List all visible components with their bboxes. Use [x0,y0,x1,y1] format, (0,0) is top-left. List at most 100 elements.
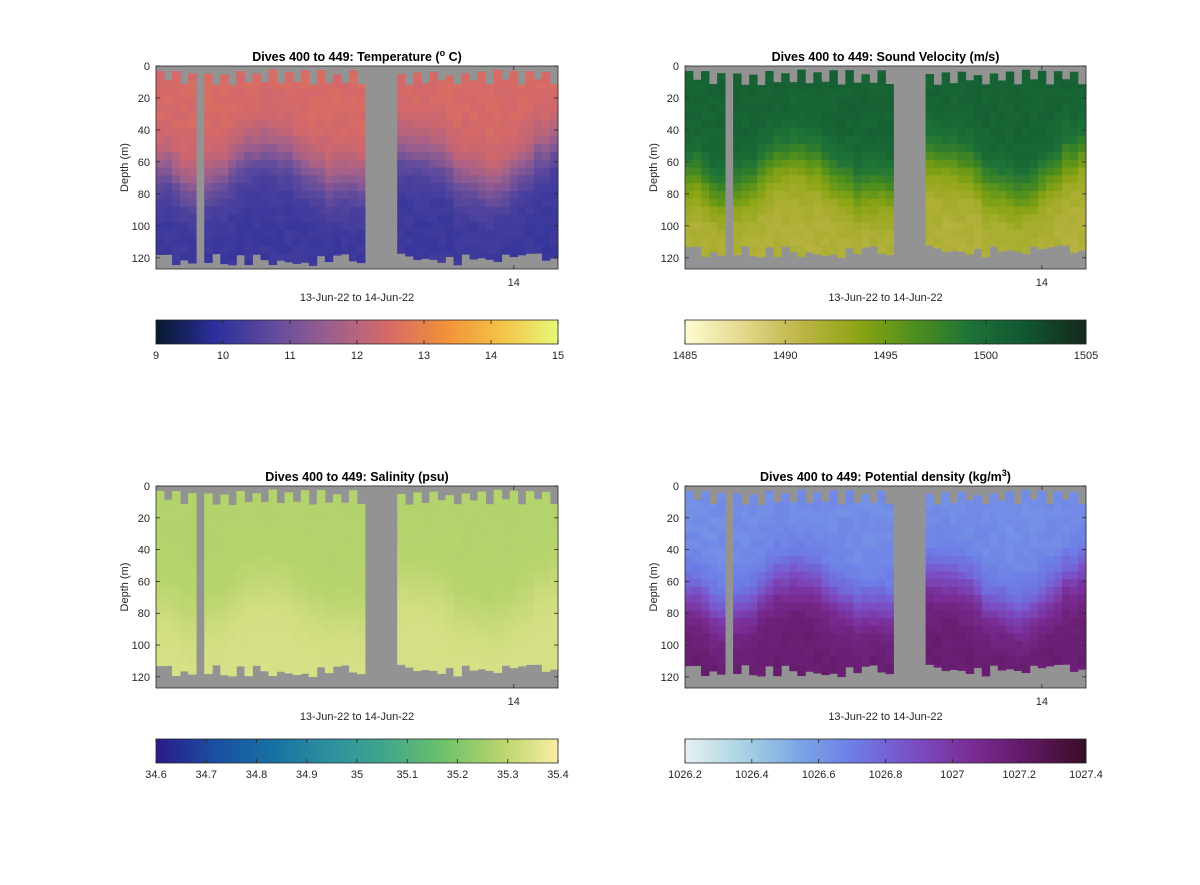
heat-cell [421,548,430,557]
heat-cell [877,81,886,90]
heat-cell [973,144,983,153]
colorbar-swatch [857,320,862,344]
heat-cell [685,120,694,129]
heat-cell [485,190,495,200]
heat-cell [853,594,862,603]
heat-cell [853,672,862,674]
heat-cell [845,128,854,137]
heat-cell [1077,151,1087,161]
heat-cell [933,633,943,642]
colorbar-swatch [873,320,878,344]
heat-cell [292,245,302,254]
heat-cell [1069,555,1079,565]
heat-cell [164,563,173,572]
heat-cell [324,206,334,215]
heat-cell [861,563,870,572]
heat-cell [765,594,774,603]
heat-cell [717,97,726,106]
colorbar-swatch [757,739,762,763]
heat-cell [413,136,422,145]
heat-cell [260,664,269,672]
heat-cell [533,571,543,580]
heat-cell [749,602,758,611]
heat-cell [965,206,975,215]
heat-cell [981,540,991,549]
colorbar-swatch [160,320,165,344]
heat-cell [357,151,366,161]
heat-cell [180,128,189,137]
heat-cell [1077,136,1087,145]
heat-cell [885,214,894,223]
heat-cell [829,493,838,502]
heat-cell [805,587,814,596]
heat-cell [180,555,189,565]
axes-frame-salinity [155,485,559,689]
heat-cell [284,175,294,184]
heat-cell [869,587,878,596]
heat-cell [757,672,766,677]
colorbar-swatch [777,739,782,763]
colorbar-swatch [1021,320,1027,344]
heat-cell [957,71,967,75]
heat-cell [741,649,750,658]
heat-cell [813,524,822,534]
heat-cell [1045,571,1055,580]
heat-cell [348,183,358,192]
heat-cell [525,198,535,207]
heat-cell [949,183,959,192]
colorbar-swatch [1061,320,1067,344]
heat-cell [284,602,294,611]
heat-cell [172,159,181,168]
heat-cell [1061,159,1071,168]
heat-cell [845,493,854,502]
heat-cell [357,587,366,596]
heat-cell [477,587,487,596]
heat-cell [693,237,702,246]
heat-cell [541,237,551,246]
heat-cell [397,74,406,83]
heat-cell [541,206,551,215]
heat-cell [885,229,894,239]
heat-cell [813,532,822,541]
colorbar-tick-label: 1027 [940,769,964,781]
heat-cell [981,555,991,565]
heat-cell [268,625,277,635]
colorbar-tick-label: 35.4 [547,769,568,781]
heat-cell [292,261,302,265]
heat-cell [797,517,806,526]
heat-cell [180,214,189,223]
heat-cell [164,517,173,526]
heat-cell [324,502,334,510]
heat-cell [693,167,702,176]
colorbar-swatch [825,320,830,344]
heat-cell [316,136,326,145]
colorbar-swatch [961,739,967,763]
heat-cell [701,594,710,603]
heat-cell [541,641,551,650]
heat-cell [765,175,774,184]
heat-cell [781,237,790,246]
heat-cell [797,625,806,635]
heat-cell [268,672,277,677]
heat-cell [292,602,302,611]
heat-cell [821,81,830,90]
colorbar-swatch [1061,739,1067,763]
heat-cell [212,587,221,596]
heat-cell [453,261,462,266]
heat-cell [429,253,438,260]
heat-cell [741,84,750,90]
heat-cell [316,618,326,627]
heat-cell [268,128,277,137]
heat-cell [973,89,983,98]
heat-cell [156,245,165,254]
colorbar-swatch [437,320,442,344]
heat-cell [509,73,519,83]
colorbar-swatch [264,739,270,763]
heat-cell [413,214,422,223]
heat-cell [837,602,846,611]
heat-cell [180,641,189,650]
heat-cell [164,664,173,666]
heat-cell [164,625,173,635]
heat-cell [941,664,951,672]
